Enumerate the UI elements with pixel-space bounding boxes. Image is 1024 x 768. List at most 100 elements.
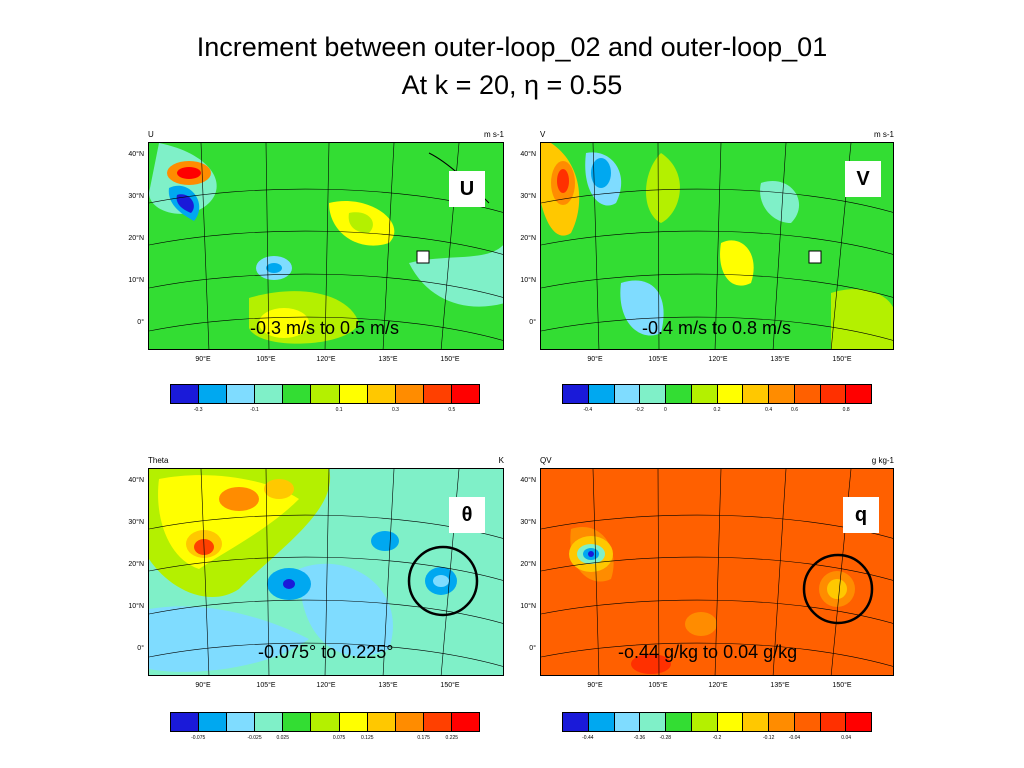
colorbar-swatch [311, 713, 340, 731]
colorbar-tick-label: 0.075 [332, 735, 346, 741]
colorbar-tick-label: 0.6 [791, 407, 798, 413]
colorbar-tick-label: -0.36 [633, 735, 646, 741]
lat-label: 20°N [520, 561, 536, 568]
colorbar-swatch [171, 713, 200, 731]
colorbar-swatch [614, 713, 641, 731]
colorbar-tick-label: -0.3 [193, 407, 203, 413]
lat-label: 30°N [520, 193, 536, 200]
panel-u-range-label: -0.3 m/s to 0.5 m/s [250, 318, 400, 338]
colorbar-swatch [423, 385, 452, 403]
lon-label: 105°E [256, 682, 276, 689]
colorbar-tick-label: 0.8 [842, 407, 850, 413]
colorbar-swatch [691, 713, 718, 731]
colorbar-tick-label: -0.075 [191, 735, 206, 741]
lat-label: 20°N [128, 561, 144, 568]
colorbar-swatch [199, 713, 228, 731]
colorbar-swatch [846, 385, 871, 403]
panel-qv-badge: q [843, 497, 879, 533]
lat-label: 40°N [520, 151, 536, 158]
colorbar-swatch [588, 385, 615, 403]
title-line-2: At k = 20, η = 0.55 [401, 70, 623, 100]
lon-label: 120°E [316, 682, 336, 689]
panel-v-variable: V [540, 130, 546, 139]
colorbar-swatch [367, 385, 396, 403]
colorbar-swatch [614, 385, 641, 403]
lat-label: 30°N [128, 519, 144, 526]
panel-qv: QV g kg-1 q -o.44 g/kg to 0.04 g/kg 40°N 3… [520, 456, 894, 689]
colorbar-swatch [451, 713, 480, 731]
panel-v-map: V [540, 142, 894, 350]
colorbar-swatch [395, 385, 424, 403]
lat-label: 40°N [520, 477, 536, 484]
lon-label: 150°E [832, 682, 852, 689]
colorbar-qv [562, 712, 872, 732]
colorbar-swatch [199, 385, 228, 403]
colorbar-swatch [311, 385, 340, 403]
colorbar-swatch [846, 713, 871, 731]
panel-theta-map: θ [148, 468, 504, 676]
colorbar-swatch [666, 385, 692, 403]
colorbar-tick-label: -0.025 [247, 735, 262, 741]
colorbar-tick-label: 0.225 [445, 735, 459, 741]
colorbar-tick-label: 0.1 [335, 407, 343, 413]
colorbar-swatch [255, 385, 284, 403]
panel-theta-badge: θ [449, 497, 485, 533]
lat-label: 20°N [128, 235, 144, 242]
lat-label: 30°N [520, 519, 536, 526]
colorbar-swatch [395, 713, 424, 731]
lon-label: 120°E [708, 356, 728, 363]
colorbar-u [170, 384, 480, 404]
lon-label: 135°E [770, 356, 790, 363]
lon-label: 90°E [587, 356, 603, 363]
panel-v-range-label: -0.4 m/s to 0.8 m/s [642, 318, 792, 338]
colorbar-tick-label: 0.04 [841, 735, 852, 741]
colorbar-swatch [255, 713, 284, 731]
lon-label: 105°E [648, 682, 668, 689]
colorbar-tick-label: -0.04 [788, 735, 801, 741]
colorbar-swatch [588, 713, 615, 731]
colorbar-swatch [563, 385, 589, 403]
panel-qv-map: q [540, 468, 894, 676]
colorbar-swatch [283, 713, 312, 731]
colorbar-swatch [794, 385, 821, 403]
colorbar-swatch [769, 713, 795, 731]
lon-label: 105°E [648, 356, 668, 363]
colorbar-tick-label: 0.175 [417, 735, 430, 741]
colorbar-tick-label: 0.125 [361, 735, 374, 741]
lat-label: 20°N [520, 235, 536, 242]
colorbar-swatch [769, 385, 795, 403]
panel-theta-variable: Theta [148, 456, 169, 465]
panel-qv-range-label: -o.44 g/kg to 0.04 g/kg [618, 642, 798, 662]
colorbar-swatch [227, 713, 256, 731]
colorbar-theta [170, 712, 480, 732]
lat-label: 10°N [520, 603, 536, 610]
lon-label: 150°E [440, 356, 460, 363]
colorbar-tick-label: 0.3 [391, 407, 399, 413]
colorbar-tick-label: -0.12 [762, 735, 775, 741]
panel-v-badge: V [845, 161, 881, 197]
panel-theta: Theta K θ -0.075° to 0.225° 40°N 30°N 20° [128, 456, 504, 689]
colorbar-tick-label: -0.4 [583, 407, 593, 413]
colorbar-tick-label: -0.2 [712, 735, 722, 741]
panel-u-map: U [148, 142, 504, 350]
lat-label: 40°N [128, 151, 144, 158]
colorbar-swatch [563, 713, 589, 731]
lat-label: 40°N [128, 477, 144, 484]
lon-label: 90°E [195, 356, 211, 363]
lon-label: 150°E [832, 356, 852, 363]
colorbar-tick-label: -0.44 [582, 735, 594, 741]
panel-theta-range-label: -0.075° to 0.225° [258, 642, 394, 662]
colorbar-swatch [367, 713, 396, 731]
colorbar-tick-label: 0.4 [765, 407, 773, 413]
lat-label: 10°N [128, 277, 144, 284]
lon-label: 135°E [378, 682, 398, 689]
lat-label: 30°N [128, 193, 144, 200]
lat-label: 0° [137, 319, 144, 326]
colorbar-swatch [227, 385, 256, 403]
panel-qv-unit: g kg-1 [871, 456, 894, 465]
colorbar-swatch [717, 713, 744, 731]
lon-label: 135°E [770, 682, 790, 689]
colorbar-swatch [794, 713, 821, 731]
